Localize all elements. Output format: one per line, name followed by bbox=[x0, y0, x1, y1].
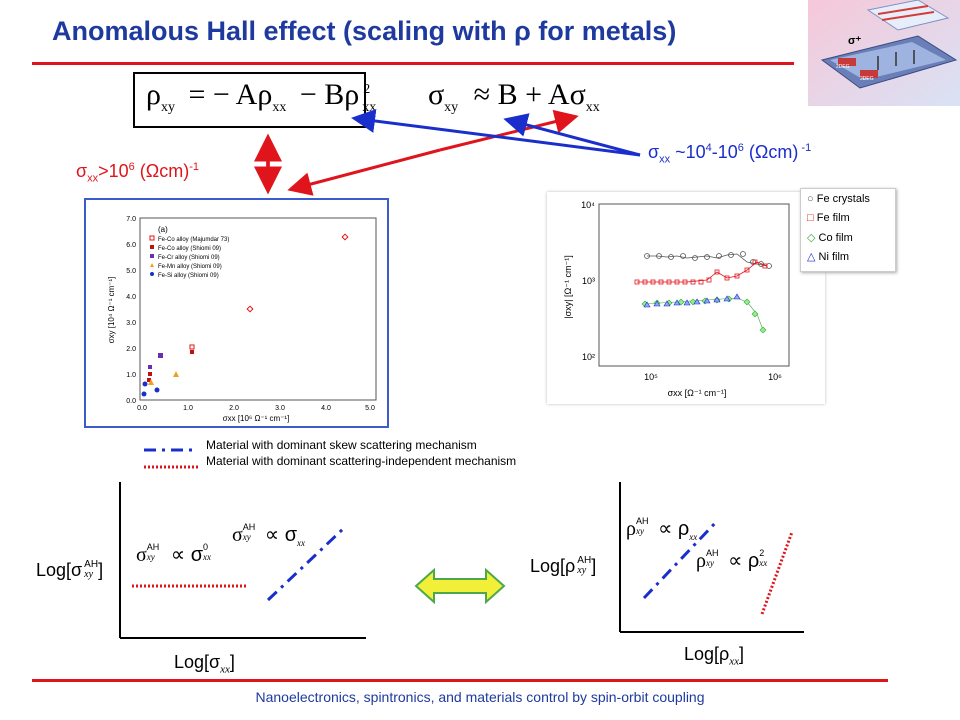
bottom-left-axes bbox=[119, 482, 366, 639]
left-y-ticks: 7.0 6.0 5.0 4.0 3.0 2.0 1.0 0.0 bbox=[126, 216, 136, 405]
svg-text:10⁶: 10⁶ bbox=[768, 372, 782, 382]
slide-title: Anomalous Hall effect (scaling with ρ fo… bbox=[52, 16, 677, 46]
svg-text:10²: 10² bbox=[582, 352, 595, 362]
svg-text:6.0: 6.0 bbox=[126, 242, 136, 249]
ni-film-series bbox=[643, 293, 741, 308]
independent-mechanism-label: Material with dominant scattering-indepe… bbox=[206, 454, 517, 468]
legend-item: □ Fe film bbox=[807, 212, 850, 224]
svg-text:5.0: 5.0 bbox=[365, 405, 375, 412]
panel-label: (a) bbox=[158, 225, 168, 234]
left-scatter-plot: (a) 7.0 6.0 5.0 4.0 3.0 2.0 1.0 0.0 0.0 … bbox=[84, 198, 389, 428]
title-underline bbox=[32, 62, 794, 65]
rho-formula-box bbox=[133, 72, 366, 128]
left-x-label: σxx [10⁶ Ω⁻¹ cm⁻¹] bbox=[223, 414, 290, 423]
svg-text:7.0: 7.0 bbox=[126, 216, 136, 223]
blue-arrows bbox=[351, 109, 641, 157]
svg-text:2.0: 2.0 bbox=[126, 346, 136, 353]
left-x-ticks: 0.0 1.0 2.0 3.0 4.0 5.0 bbox=[137, 405, 375, 412]
svg-text:10⁴: 10⁴ bbox=[581, 200, 595, 210]
svg-text:1.0: 1.0 bbox=[126, 372, 136, 379]
bottom-right-x-label: Log[ρxx] bbox=[684, 644, 745, 668]
legend-marker bbox=[150, 272, 154, 276]
skew-line bbox=[266, 526, 346, 602]
bottom-left-relation-1: σAH xy ∝ σ0 xx bbox=[136, 542, 212, 566]
skew-line bbox=[642, 518, 720, 600]
right-y-label: |σxy| [Ω⁻¹ cm⁻¹] bbox=[563, 255, 573, 318]
bottom-right-relation-2: ρAH xy ∝ ρ2 xx bbox=[696, 548, 768, 572]
fe-crystals-series bbox=[644, 251, 772, 269]
svg-text:0.0: 0.0 bbox=[126, 398, 136, 405]
footer-rule bbox=[32, 679, 888, 682]
svg-text:1.0: 1.0 bbox=[183, 405, 193, 412]
right-x-label: σxx [Ω⁻¹ cm⁻¹] bbox=[668, 388, 727, 398]
legend-marker bbox=[149, 235, 155, 241]
equivalence-double-arrow bbox=[414, 567, 506, 605]
right-plot-svg: 10⁴ 10³ 10² 10⁵ 10⁶ σxx [Ω⁻¹ cm⁻¹] |σxy|… bbox=[563, 200, 790, 398]
svg-text:0.0: 0.0 bbox=[137, 405, 147, 412]
svg-text:σ⁺: σ⁺ bbox=[848, 35, 862, 47]
svg-text:Fe-Mn alloy (Shiomi 09): Fe-Mn alloy (Shiomi 09) bbox=[158, 264, 222, 270]
skew-mechanism-label: Material with dominant skew scattering m… bbox=[206, 438, 477, 452]
svg-text:2.0: 2.0 bbox=[229, 405, 239, 412]
left-data-points bbox=[141, 233, 349, 397]
left-legend: Fe-Co alloy (Majumdar 73) Fe-Co alloy (S… bbox=[149, 235, 229, 279]
right-plot-legend: ○ Fe crystals □ Fe film ◇ Co film △ Ni f… bbox=[800, 188, 896, 272]
svg-text:Fe-Cr alloy (Shiomi 09): Fe-Cr alloy (Shiomi 09) bbox=[158, 255, 220, 261]
legend-marker bbox=[150, 254, 154, 258]
independent-line bbox=[760, 531, 794, 615]
svg-text:10³: 10³ bbox=[582, 276, 595, 286]
svg-text:2DEG: 2DEG bbox=[836, 64, 850, 70]
svg-text:4.0: 4.0 bbox=[321, 405, 331, 412]
legend-item: △ Ni film bbox=[807, 251, 850, 263]
svg-text:5.0: 5.0 bbox=[126, 268, 136, 275]
bottom-right-axes bbox=[619, 482, 804, 633]
bottom-left-x-label: Log[σxx] bbox=[174, 652, 235, 676]
svg-text:Fe-Co alloy (Shiomi 09): Fe-Co alloy (Shiomi 09) bbox=[158, 246, 221, 252]
bottom-left-relation-2: σAH xy ∝ σxx bbox=[232, 522, 306, 548]
annotation-right: σxx ~104-106 (Ωcm) -1 bbox=[648, 142, 812, 166]
annotation-left: σxx>106 (Ωcm)-1 bbox=[76, 161, 200, 185]
right-loglog-plot: 10⁴ 10³ 10² 10⁵ 10⁶ σxx [Ω⁻¹ cm⁻¹] |σxy|… bbox=[547, 192, 825, 404]
fe-film-series bbox=[634, 259, 768, 285]
mechanism-legend-lines bbox=[144, 448, 198, 469]
left-y-label: σxy [10⁴ Ω⁻¹ cm⁻¹] bbox=[107, 277, 116, 344]
slide-footer: Nanoelectronics, spintronics, and materi… bbox=[255, 689, 705, 705]
legend-marker bbox=[150, 245, 154, 249]
svg-text:4.0: 4.0 bbox=[126, 294, 136, 301]
svg-text:2DEG: 2DEG bbox=[860, 76, 874, 82]
device-illustration: σ⁺ 2DEG 2DEG bbox=[808, 0, 960, 106]
co-film-series bbox=[641, 295, 767, 334]
left-plot-svg: (a) 7.0 6.0 5.0 4.0 3.0 2.0 1.0 0.0 0.0 … bbox=[107, 216, 377, 423]
svg-text:10⁵: 10⁵ bbox=[644, 372, 658, 382]
bottom-right-y-label: Log[ρ AH xy] bbox=[530, 555, 597, 577]
right-x-ticks: 10⁵ 10⁶ bbox=[644, 372, 782, 382]
legend-item: ○ Fe crystals bbox=[807, 193, 870, 205]
sigma-formula: σxy ≈ B + Aσxx bbox=[428, 78, 600, 115]
rho-formula: ρxy = − Aρxx − Bρ 2xx bbox=[146, 78, 377, 115]
legend-item: ◇ Co film bbox=[807, 232, 853, 244]
svg-text:3.0: 3.0 bbox=[275, 405, 285, 412]
svg-text:3.0: 3.0 bbox=[126, 320, 136, 327]
right-y-ticks: 10⁴ 10³ 10² bbox=[581, 200, 595, 362]
bottom-left-y-label: Log[σ AH xy] bbox=[36, 559, 104, 581]
svg-text:Fe-Si alloy (Shiomi 09): Fe-Si alloy (Shiomi 09) bbox=[158, 273, 219, 279]
bottom-right-relation-1: ρAH xy ∝ ρxx bbox=[626, 516, 698, 542]
legend-marker bbox=[150, 263, 154, 267]
svg-text:Fe-Co alloy (Majumdar 73): Fe-Co alloy (Majumdar 73) bbox=[158, 237, 229, 243]
